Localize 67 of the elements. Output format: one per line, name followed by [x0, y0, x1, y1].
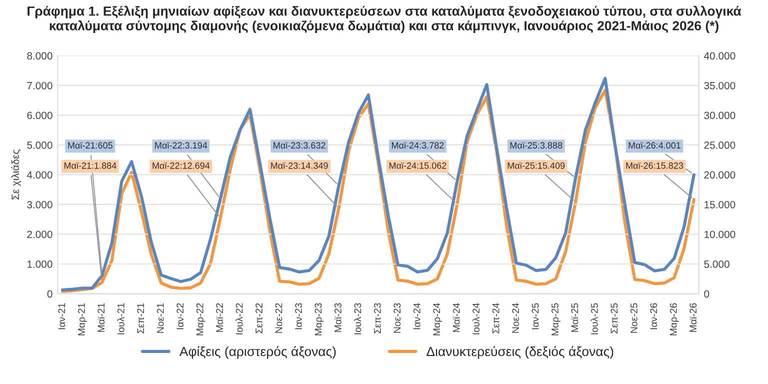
- x-tick-label: Ιουλ-23: [354, 303, 362, 334]
- data-label: Μαϊ-25:3.888: [510, 142, 562, 149]
- x-tick-label: Ιαν-24: [413, 303, 420, 330]
- x-tick-label: Νοε-24: [512, 303, 519, 333]
- y2-tick-label: 15.000: [704, 200, 736, 208]
- y-tick-label: 7.000: [27, 82, 52, 90]
- y2-tick-label: 40.000: [704, 52, 736, 60]
- y-tick-label: 4.000: [26, 171, 52, 179]
- data-label: Μαϊ-21:1.884: [64, 162, 116, 169]
- x-tick-label: Μαρ-22: [196, 303, 206, 336]
- y-tick-label: 8.000: [27, 52, 52, 60]
- x-tick-label: Ιαν-23: [295, 303, 302, 330]
- legend-label: Αφίξεις (αριστερός άξονας): [179, 346, 336, 359]
- y2-tick-label: 10.000: [704, 230, 736, 238]
- data-label: Μαϊ-24:3.782: [392, 142, 444, 149]
- x-tick-label: Μαϊ-22: [216, 303, 223, 332]
- x-tick-label: Μαϊ-26: [690, 303, 697, 332]
- data-label: Μαϊ-21:605: [68, 142, 112, 149]
- x-tick-label: Ιουλ-22: [236, 303, 243, 334]
- x-tick-label: Σεπ-21: [137, 303, 144, 334]
- x-tick-label: Ιαν-25: [532, 303, 539, 330]
- data-label: Μαϊ-26:15.823: [626, 162, 684, 169]
- x-tick-label: Νοε-25: [630, 303, 638, 333]
- y-tick-label: 1.000: [27, 260, 52, 268]
- data-label: Μαϊ-22:3.194: [155, 142, 208, 149]
- data-label: Μαϊ-26:4.001: [628, 142, 680, 149]
- y2-tick-label: 20.000: [704, 171, 736, 179]
- data-label: Μαϊ-24:15.062: [389, 162, 446, 169]
- y2-tick-label: 0: [704, 290, 710, 298]
- x-tick-label: Νοε-21: [156, 303, 164, 333]
- data-label: Μαϊ-25:15.409: [508, 162, 565, 169]
- y2-tick-label: 5.000: [704, 260, 730, 268]
- x-tick-label: Μαρ-23: [314, 303, 324, 336]
- x-tick-label: Σεπ-22: [256, 303, 262, 334]
- x-tick-label: Μαϊ-25: [571, 303, 578, 332]
- x-tick-label: Μαϊ-23: [334, 303, 342, 332]
- y-tick-label: 2.000: [27, 230, 52, 238]
- data-label: Μαϊ-23:3.632: [274, 142, 326, 149]
- y-tick-label: 5.000: [27, 141, 52, 149]
- y-axis-title: Σε χιλιάδες: [11, 150, 22, 200]
- x-tick-label: Μαρ-25: [552, 303, 560, 336]
- x-tick-label: Μαϊ-21: [98, 303, 105, 332]
- x-tick-label: Σεπ-24: [492, 303, 500, 334]
- x-tick-label: Μαϊ-24: [452, 303, 460, 332]
- x-tick-label: Ιουλ-21: [117, 303, 124, 334]
- legend-label: Διανυκτερεύσεις (δεξιός άξονας): [426, 346, 614, 359]
- x-tick-label: Ιαν-26: [650, 303, 658, 330]
- y-tick-label: 3.000: [27, 200, 52, 208]
- data-label: Μαϊ-23:14.349: [271, 162, 328, 169]
- x-tick-label: Μαρ-24: [433, 303, 442, 336]
- data-label: Μαϊ-22:12.694: [152, 162, 210, 169]
- y2-tick-label: 35.000: [704, 82, 736, 90]
- x-tick-label: Σεπ-23: [374, 303, 381, 334]
- y2-tick-label: 25.000: [704, 141, 736, 149]
- y-tick-label: 0: [47, 290, 52, 298]
- x-tick-label: Μαρ-26: [670, 303, 679, 336]
- x-tick-label: Μαρ-21: [78, 303, 87, 336]
- x-tick-label: Ιουλ-24: [472, 303, 480, 334]
- x-tick-label: Νοε-22: [275, 303, 282, 333]
- y2-tick-label: 30.000: [704, 112, 736, 120]
- x-tick-label: Ιουλ-25: [590, 303, 598, 334]
- x-tick-label: Ιαν-21: [58, 303, 66, 330]
- x-tick-label: Νοε-23: [394, 303, 401, 333]
- x-tick-label: Ιαν-22: [176, 303, 184, 330]
- chart-title: Γράφημα 1. Εξέλιξη μηνιαίων αφίξεων και διανυκτερεύσεων στα καταλύματα ξενοδοχειακού τύπου, στα συλλογικά καταλύματα σύντομης διαμονής (ενοικιαζόμενα δωμάτια) και στα κάμπινγκ, Ιανουάριος 2021-Μάιος 2026 (*): [28, 6, 742, 34]
- y-tick-label: 6.000: [27, 112, 52, 120]
- x-tick-label: Σεπ-25: [610, 303, 618, 334]
